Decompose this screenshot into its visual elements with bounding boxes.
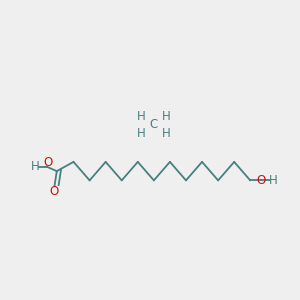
Text: H: H	[162, 127, 171, 140]
Text: C: C	[150, 118, 158, 131]
Text: H: H	[136, 127, 145, 140]
Text: O: O	[49, 185, 58, 198]
Text: H: H	[269, 174, 278, 187]
Text: H: H	[162, 110, 171, 123]
Text: O: O	[257, 174, 266, 187]
Text: H: H	[136, 110, 145, 123]
Text: O: O	[44, 156, 53, 169]
Text: H: H	[31, 160, 40, 173]
